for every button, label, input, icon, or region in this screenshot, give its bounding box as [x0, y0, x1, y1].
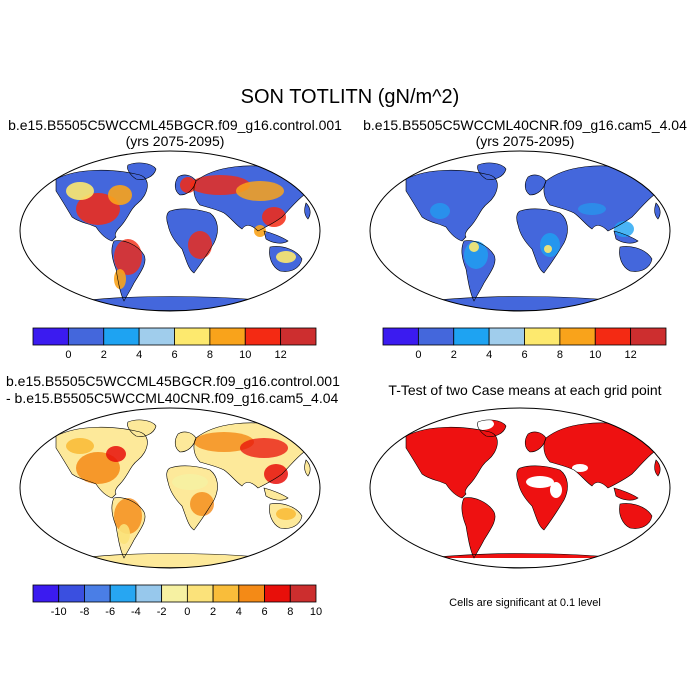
colorbar-top-left-tick-label: 8: [207, 349, 213, 361]
colorbar-bottom-left-tick-label: -2: [157, 606, 167, 618]
land-hotspots-top-right: [430, 203, 634, 269]
colorbar-top-right-swatch: [453, 327, 490, 346]
colorbar-top-right-tick-label: 2: [451, 349, 457, 361]
land-hotspots-top-left: [66, 175, 296, 289]
colorbar-top-left-swatch: [103, 327, 140, 346]
colorbar-bottom-left-tick-label: 4: [236, 606, 242, 618]
map-frame-bottom-left: [19, 407, 321, 569]
colorbar-bottom-left-swatch: [212, 584, 240, 603]
colorbar-top-right-swatch: [559, 327, 596, 346]
colorbar-bottom-left-tick-label: -8: [80, 606, 90, 618]
colorbar-bottom-left-swatch: [161, 584, 188, 603]
panel-title-top-right-line2: (yrs 2075-2095): [475, 133, 575, 149]
colorbar-top-left-swatch: [244, 327, 282, 346]
colorbar-top-right-swatch: [630, 327, 667, 346]
map-bottom-right: [369, 407, 671, 569]
colorbar-top-right-tick-label: 6: [521, 349, 527, 361]
colorbar-top-left-tick-label: 4: [136, 349, 142, 361]
colorbar-top-left-swatch: [280, 327, 317, 346]
land-hotspots-bottom-left: [66, 432, 296, 544]
panel-title-top-right-line1: b.e15.B5505C5WCCML40CNR.f09_g16.cam5_4.0…: [363, 117, 687, 133]
colorbar-bottom-left-swatch: [186, 584, 214, 603]
nonsignificant-areas-bottom-right: [430, 418, 630, 568]
colorbar-bottom-left-swatch: [264, 584, 291, 603]
colorbar-bottom-left-swatch: [135, 584, 163, 603]
map-bottom-left: [19, 407, 321, 569]
colorbar-bottom-left-tick-label: -4: [131, 606, 141, 618]
colorbar-top-left-tick-label: 12: [275, 349, 287, 361]
colorbar-top-left-swatch: [209, 327, 246, 346]
figure-title: SON TOTLITN (gN/m^2): [240, 86, 460, 108]
colorbar-top-left-tick-label: 6: [171, 349, 177, 361]
colorbar-bottom-left-tick-label: 0: [184, 606, 190, 618]
colorbar-top-right-swatch: [594, 327, 632, 346]
map-frame-bottom-right: [369, 407, 671, 569]
panel-title-top-left: b.e15.B5505C5WCCML45BGCR.f09_g16.control…: [0, 117, 350, 149]
colorbar-bottom-left-swatch: [32, 584, 60, 603]
panel-title-top-right: b.e15.B5505C5WCCML40CNR.f09_g16.cam5_4.0…: [350, 117, 700, 149]
panel-title-top-left-line2: (yrs 2075-2095): [125, 133, 225, 149]
panel-title-bottom-left: b.e15.B5505C5WCCML45BGCR.f09_g16.control…: [6, 373, 340, 407]
panel-title-top-left-line1: b.e15.B5505C5WCCML45BGCR.f09_g16.control…: [8, 117, 342, 133]
colorbar-top-right-tick-label: 8: [557, 349, 563, 361]
colorbar-bottom-left-tick-label: 10: [310, 606, 322, 618]
colorbar-top-left-swatch: [67, 327, 105, 346]
colorbar-top-right-tick-label: 0: [415, 349, 421, 361]
colorbar-top-right-tick-label: 4: [486, 349, 492, 361]
colorbar-top-left: 0 2 4 6 8 10 12: [32, 327, 317, 361]
colorbar-bottom-left-swatch: [58, 584, 85, 603]
colorbar-bottom-left-swatch: [289, 584, 317, 603]
colorbar-bottom-left-tick-label: -6: [105, 606, 115, 618]
colorbar-bottom-left-swatch: [109, 584, 137, 603]
colorbar-top-left-tick-label: 2: [101, 349, 107, 361]
colorbar-top-left-swatch: [138, 327, 175, 346]
colorbar-bottom-left: -10 -8 -6 -4 -2 0 2 4 6 8 10: [32, 584, 322, 618]
colorbar-top-right: 0 2 4 6 8 10 12: [382, 327, 667, 361]
map-top-right: [369, 150, 671, 312]
map-frame-top-right: [369, 150, 671, 312]
colorbar-top-right-tick-label: 10: [589, 349, 601, 361]
panel-title-bottom-left-line1: b.e15.B5505C5WCCML45BGCR.f09_g16.control…: [6, 373, 340, 389]
land-fill-bottom-right: [406, 419, 661, 568]
colorbar-bottom-left-tick-label: 8: [287, 606, 293, 618]
colorbar-bottom-left-swatch: [238, 584, 265, 603]
colorbar-top-right-swatch: [417, 327, 455, 346]
colorbar-bottom-left-tick-label: 2: [210, 606, 216, 618]
colorbar-top-left-tick-label: 0: [65, 349, 71, 361]
colorbar-top-right-tick-label: 12: [625, 349, 637, 361]
panel-title-bottom-left-line2: - b.e15.B5505C5WCCML40CNR.f09_g16.cam5_4…: [6, 390, 339, 406]
map-top-left: [19, 150, 321, 312]
colorbar-top-right-swatch: [524, 327, 561, 346]
colorbar-top-left-swatch: [174, 327, 211, 346]
colorbar-top-right-swatch: [382, 327, 419, 346]
significance-note: Cells are significant at 0.1 level: [449, 597, 601, 609]
map-frame-top-left: [19, 150, 321, 312]
colorbar-bottom-left-tick-label: -10: [51, 606, 67, 618]
colorbar-top-left-swatch: [32, 327, 69, 346]
colorbar-bottom-left-tick-label: 6: [261, 606, 267, 618]
colorbar-top-left-tick-label: 10: [239, 349, 251, 361]
colorbar-bottom-left-swatch: [84, 584, 111, 603]
panel-title-bottom-right: T-Test of two Case means at each grid po…: [388, 382, 662, 398]
colorbar-top-right-swatch: [488, 327, 525, 346]
